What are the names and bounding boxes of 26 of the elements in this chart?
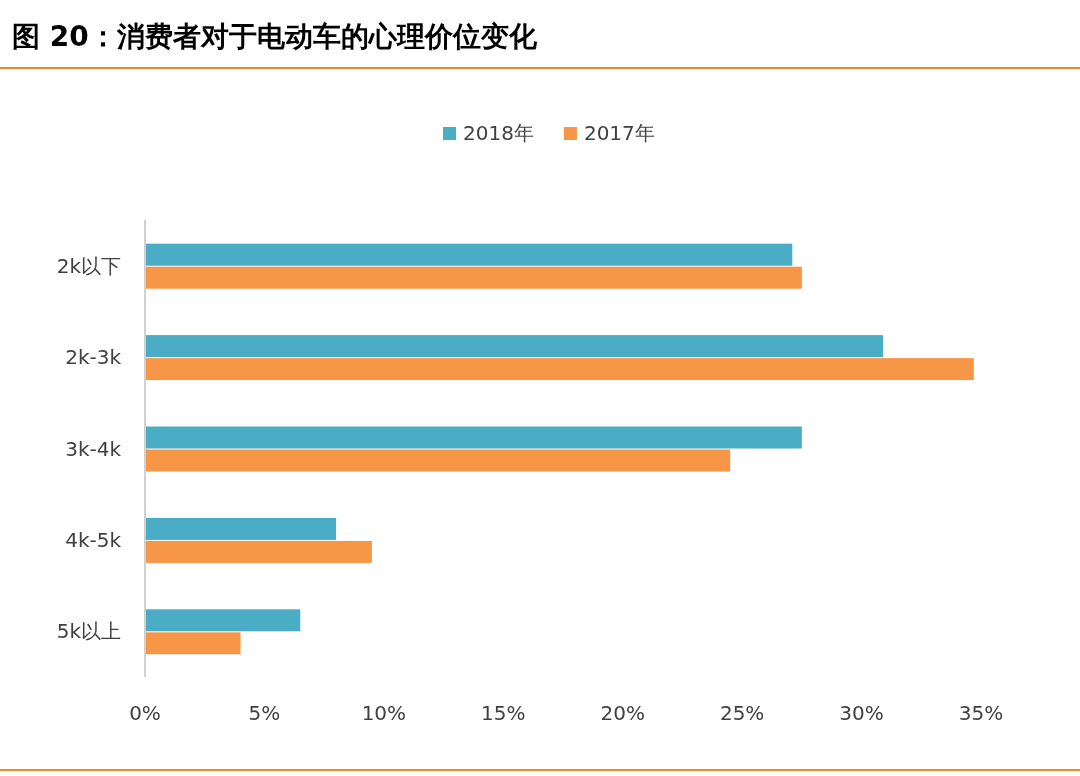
bar (145, 266, 802, 289)
bar (145, 632, 241, 655)
x-tick-label: 20% (600, 701, 645, 725)
y-tick-label: 5k以上 (56, 619, 121, 644)
y-tick-label: 2k以下 (56, 253, 121, 278)
legend-label: 2018年 (463, 121, 534, 145)
bar (145, 517, 337, 540)
x-tick-label: 35% (958, 701, 1004, 725)
bar (145, 426, 802, 449)
bar (145, 358, 974, 381)
y-tick-label: 3k-4k (65, 436, 122, 461)
legend-label: 2017年 (583, 121, 655, 145)
chart-title: 图 20：消费者对于电动车的心理价位变化 (12, 20, 538, 53)
bar (145, 609, 301, 632)
y-tick-label: 4k-5k (65, 527, 122, 552)
bar (145, 540, 372, 563)
y-tick-label: 2k-3k (65, 345, 122, 370)
x-tick-label: 5% (248, 701, 281, 725)
x-tick-label: 25% (719, 701, 765, 725)
bar (145, 449, 731, 472)
x-tick-label: 15% (481, 701, 526, 725)
x-tick-label: 30% (839, 701, 884, 725)
bar (145, 243, 793, 266)
x-tick-label: 10% (361, 701, 407, 725)
x-tick-label: 0% (129, 701, 161, 725)
bar (145, 335, 884, 358)
